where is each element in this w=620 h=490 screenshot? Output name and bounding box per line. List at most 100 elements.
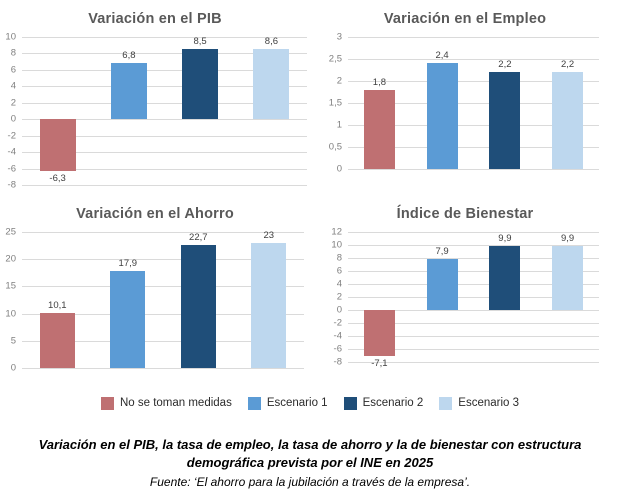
y-axis-tick-label: 1,5 (328, 97, 342, 109)
bar-no-se-toman-medidas (39, 119, 76, 171)
legend-label: Escenario 1 (266, 397, 328, 409)
bar-escenario-3 (552, 72, 584, 169)
y-axis-tick-label: -2 (333, 317, 342, 329)
y-axis-tick-label: -6 (7, 163, 16, 175)
bar-value-label: 1,8 (372, 76, 386, 88)
bar-escenario-3 (552, 245, 584, 310)
y-axis-tick-label: 0,5 (328, 141, 342, 153)
chart-indice-bienestar: Índice de Bienestar 12 10 8 6 4 2 0 -2 -4 -6 -8 -7,… (310, 195, 620, 390)
plot-area: 25 20 15 10 5 0 10,1 17,9 22,7 23 (5, 227, 304, 374)
legend-swatch-escenario-1 (247, 396, 261, 410)
y-axis-tick-label: -4 (333, 330, 342, 342)
gridline (348, 103, 599, 104)
gridline (348, 297, 599, 298)
legend-label: Escenario 3 (458, 397, 520, 409)
gridline (22, 86, 307, 88)
legend-item-escenario-3: Escenario 3 (439, 396, 520, 410)
bar-escenario-1 (110, 63, 147, 120)
bar-value-label: 9,9 (560, 232, 575, 244)
bar-value-label: 8,6 (264, 35, 278, 47)
gridline (22, 286, 304, 288)
y-axis-tick-label: 4 (10, 80, 16, 92)
bar-escenario-1 (426, 258, 458, 310)
bar-escenario-1 (110, 270, 146, 368)
gridline (348, 245, 599, 246)
y-axis-tick-label: 2,5 (328, 53, 342, 65)
bar-value-label: 2,2 (560, 59, 575, 71)
bar-escenario-2 (489, 72, 521, 169)
chart-variacion-ahorro: Variación en el Ahorro 25 20 15 10 5 0 10,1 17,… (0, 195, 310, 390)
gridline (348, 258, 599, 259)
bar-value-label: -6,3 (49, 173, 66, 184)
gridline (22, 69, 307, 71)
chart-variacion-pib: Variación en el PIB 10 8 6 4 2 0 -2 -4 -6 -8 -6,3 6… (0, 0, 310, 195)
gridline (22, 37, 307, 38)
bar-escenario-2 (489, 245, 521, 310)
chart-title-empleo: Variación en el Empleo (383, 10, 547, 27)
gridline (22, 232, 304, 233)
bar-value-label: 9,9 (498, 232, 512, 244)
gridline (348, 59, 599, 60)
legend-item-escenario-1: Escenario 1 (247, 396, 328, 410)
gridline (22, 259, 304, 261)
y-axis-tick-label: 20 (5, 253, 16, 265)
y-axis-tick-label: 2 (336, 75, 342, 87)
y-axis-tick-label: 3 (336, 31, 342, 43)
bar-value-label: 7,9 (435, 245, 449, 257)
bar-escenario-2 (180, 244, 216, 368)
bar-value-label: 10,1 (48, 300, 67, 312)
y-axis-tick-label: 6 (10, 64, 16, 76)
plot-area: 10 8 6 4 2 0 -2 -4 -6 -8 -6,3 6,8 8,5 8,6 (5, 32, 307, 191)
bar-value-label: 8,5 (193, 36, 207, 48)
legend-swatch-escenario-3 (439, 396, 453, 410)
legend-item-escenario-2: Escenario 2 (343, 396, 423, 410)
bar-value-label: -7,1 (371, 358, 388, 370)
chart-title-ahorro: Variación en el Ahorro (76, 205, 234, 222)
y-axis-tick-label: 0 (10, 113, 16, 125)
gridline (348, 147, 599, 148)
y-axis-tick-label: 8 (336, 252, 342, 264)
gridline (22, 102, 307, 104)
gridline (348, 271, 599, 272)
bar-escenario-1 (426, 63, 458, 169)
y-axis-tick-label: 10 (331, 239, 342, 251)
gridline (22, 53, 307, 55)
y-axis-tick-label: -8 (7, 179, 16, 191)
bar-value-label: 23 (263, 229, 275, 241)
gridline (348, 232, 599, 233)
gridline (22, 135, 307, 137)
legend-swatch-escenario-2 (343, 396, 357, 410)
bar-escenario-3 (253, 48, 290, 120)
y-axis-tick-label: -8 (333, 356, 342, 368)
gridline (348, 323, 599, 324)
charts-grid: Variación en el PIB 10 8 6 4 2 0 -2 -4 -6 -8 -6,3 6… (0, 0, 620, 390)
legend-label: No se toman medidas (119, 397, 232, 409)
gridline (22, 152, 307, 154)
gridline (348, 37, 599, 38)
plot-area: 3 2,5 2 1,5 1 0,5 0 1,8 2,4 2,2 2,2 (329, 32, 599, 175)
y-axis-tick-label: 4 (336, 278, 342, 290)
legend: No se toman medidas Escenario 1 Escenari… (0, 395, 620, 411)
y-axis-tick-label: 0 (10, 362, 16, 374)
gridline (22, 313, 304, 315)
y-axis-tick-label: 10 (5, 31, 16, 43)
y-axis-tick-label: 2 (336, 291, 342, 303)
y-axis-tick-label: 10 (5, 308, 16, 320)
bar-escenario-2 (182, 49, 219, 120)
gridline (22, 168, 307, 170)
bar-value-label: 2,2 (498, 59, 512, 71)
legend-swatch-no-medidas (100, 396, 114, 410)
y-axis-tick-label: 0 (336, 163, 342, 175)
bar-escenario-3 (251, 242, 287, 368)
y-axis-tick-label: 5 (10, 335, 16, 347)
y-axis-tick-label: 2 (10, 97, 16, 109)
y-axis-tick-label: -2 (7, 130, 16, 142)
y-axis-tick-label: 8 (10, 47, 16, 59)
bar-value-label: 22,7 (189, 231, 208, 243)
chart-title-bienestar: Índice de Bienestar (396, 205, 534, 222)
bar-value-label: 2,4 (435, 50, 449, 62)
y-axis-tick-label: 1 (336, 119, 342, 131)
bar-value-label: 17,9 (118, 257, 138, 269)
bar-value-label: 6,8 (122, 50, 136, 62)
